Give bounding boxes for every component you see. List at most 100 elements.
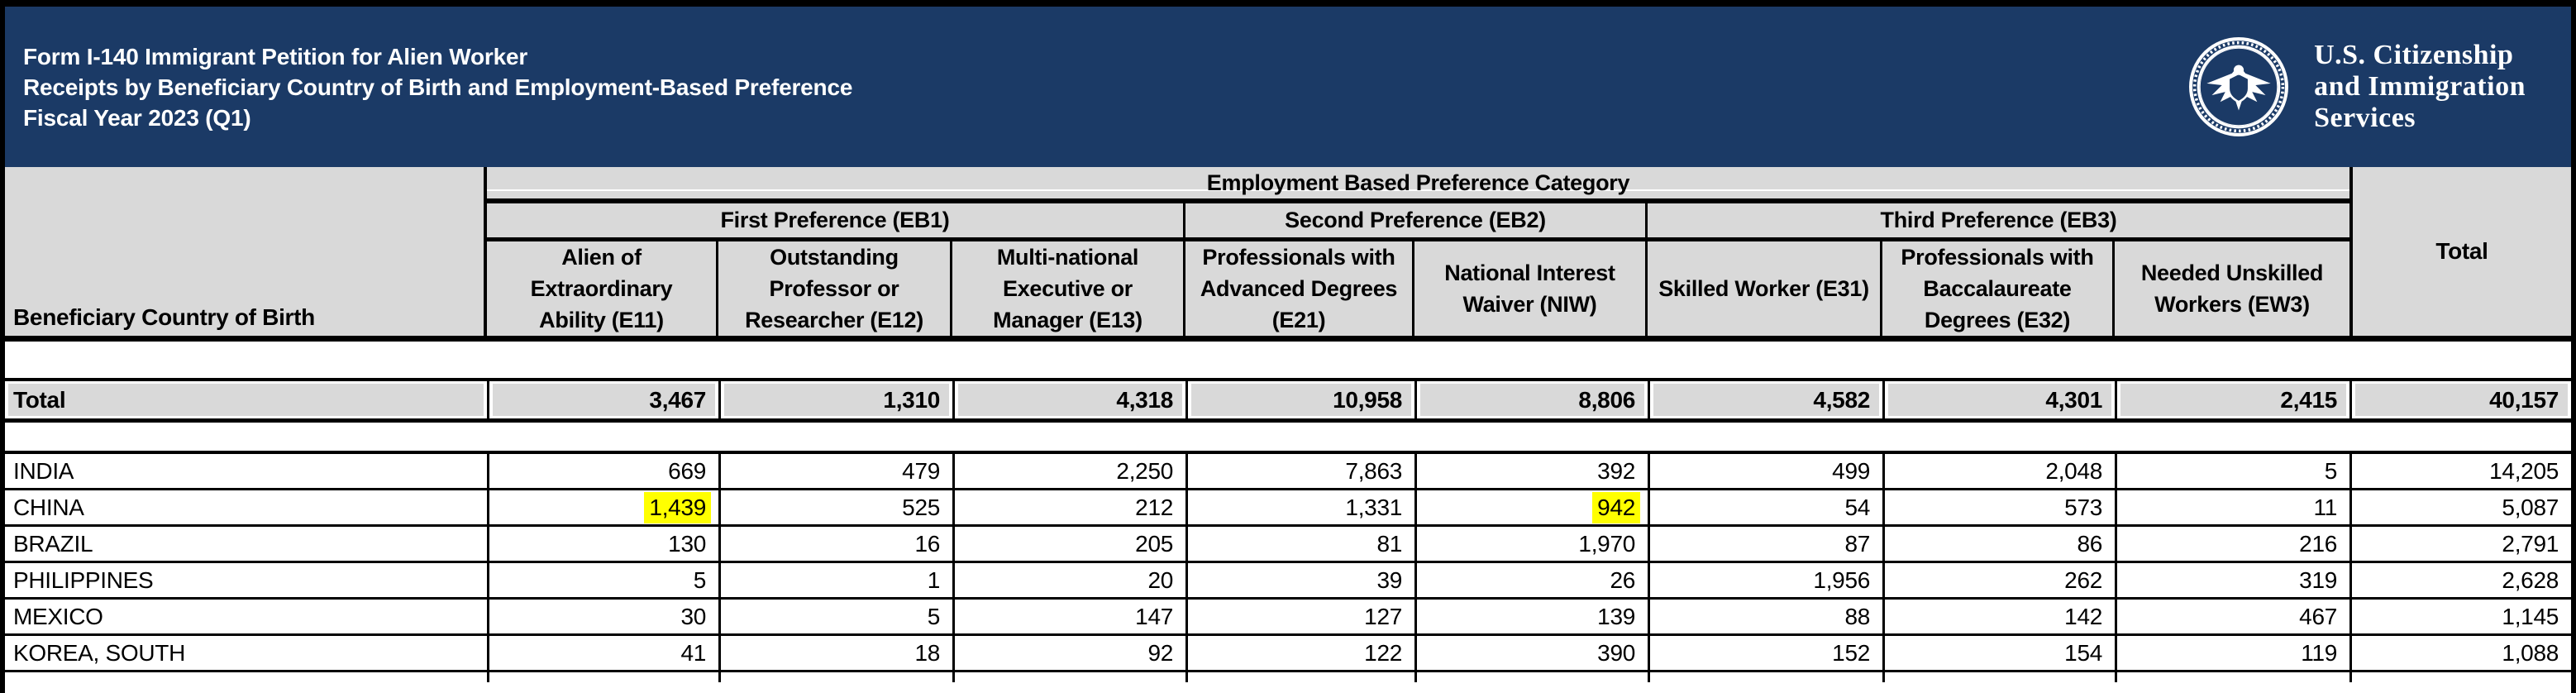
total-grand-total: 40,157 [2349, 381, 2571, 418]
total-e12: 1,310 [718, 381, 952, 418]
table-header: Beneficiary Country of Birth Employment … [5, 167, 2571, 342]
value-cell: 212 [952, 490, 1185, 524]
header-niw: National Interest Waiver (NIW) [1414, 241, 1648, 336]
agency-name: U.S. Citizenship and Immigration Service… [2314, 40, 2526, 134]
value-cell: 88 [1648, 600, 1882, 633]
total-e13: 4,318 [952, 381, 1185, 418]
report-title-line-1: Form I-140 Immigrant Petition for Alien … [23, 43, 528, 69]
country-row-china: CHINA 1,439 525 212 1,331 942 54 573 11 … [5, 490, 2571, 527]
highlighted-value: 1,439 [644, 491, 711, 523]
value-cell: 39 [1185, 563, 1414, 597]
header-ew3: Needed Unskilled Workers (EW3) [2140, 260, 2324, 317]
header-group-eb1: First Preference (EB1) [487, 203, 1185, 241]
total-e32: 4,301 [1882, 381, 2115, 418]
value-cell: 392 [1414, 454, 1648, 488]
seal-text-ring [2192, 41, 2285, 133]
seal-eagle-shield [2227, 72, 2250, 103]
value-cell: 942 [1414, 490, 1648, 524]
row-total-cell: 2,628 [2349, 563, 2571, 597]
value-cell: 16 [718, 527, 952, 561]
report-title-line-2: Receipts by Beneficiary Country of Birth… [23, 74, 853, 100]
seal-eagle-head [2233, 65, 2244, 75]
value-cell: 127 [1185, 600, 1414, 633]
value-cell: 573 [1882, 490, 2115, 524]
dhs-seal-icon [2189, 37, 2289, 136]
value-cell: 2,250 [952, 454, 1185, 488]
value-cell: 18 [718, 636, 952, 670]
value-cell: 262 [1882, 563, 2115, 597]
value-cell: 479 [718, 454, 952, 488]
value-cell: 1,970 [1414, 527, 1648, 561]
total-e31: 4,582 [1648, 381, 1882, 418]
value-cell: 122 [1185, 636, 1414, 670]
value-cell: 119 [2115, 636, 2349, 670]
row-total-cell: 1,145 [2349, 600, 2571, 633]
header-employment-based-preference-category: Employment Based Preference Category [487, 167, 2349, 203]
country-name: PHILIPPINES [13, 566, 154, 593]
value-cell: 5 [487, 563, 718, 597]
row-total-cell: 14,205 [2349, 454, 2571, 488]
country-row-philippines: PHILIPPINES 5 1 20 39 26 1,956 262 319 2… [5, 563, 2571, 600]
header-e31: Skilled Worker (E31) [1648, 241, 1882, 336]
value-cell: 216 [2115, 527, 2349, 561]
value-cell: 7,863 [1185, 454, 1414, 488]
value-cell: 1,439 [487, 490, 718, 524]
country-name: BRAZIL [13, 530, 93, 557]
value-cell: 54 [1648, 490, 1882, 524]
value-cell: 1 [718, 563, 952, 597]
header-e21: Professionals with Advanced Degrees (E21… [1185, 241, 1414, 336]
row-total-cell: 1,088 [2349, 636, 2571, 670]
value-cell: 41 [487, 636, 718, 670]
value-cell: 20 [952, 563, 1185, 597]
value-cell: 81 [1185, 527, 1414, 561]
value-cell: 205 [952, 527, 1185, 561]
header-total-column: Total [2349, 167, 2571, 336]
country-name: MEXICO [13, 603, 103, 629]
country-row-brazil: BRAZIL 130 16 205 81 1,970 87 86 216 2,7… [5, 527, 2571, 563]
header-group-eb2: Second Preference (EB2) [1185, 203, 1648, 241]
row-total-cell: 5,087 [2349, 490, 2571, 524]
header-e11: Alien of Extraordinary Ability (E11) [487, 241, 718, 336]
value-cell: 499 [1648, 454, 1882, 488]
value-cell: 142 [1882, 600, 2115, 633]
value-cell: 319 [2115, 563, 2349, 597]
spacer-row [5, 342, 2571, 378]
row-total-cell: 2,791 [2349, 527, 2571, 561]
value-cell: 11 [2115, 490, 2349, 524]
value-cell: 1,331 [1185, 490, 1414, 524]
value-cell: 2,048 [1882, 454, 2115, 488]
agency-name-line-1: U.S. Citizenship [2314, 40, 2514, 70]
value-cell: 26 [1414, 563, 1648, 597]
agency-logo-group: U.S. Citizenship and Immigration Service… [2188, 36, 2526, 137]
value-cell: 390 [1414, 636, 1648, 670]
value-cell: 30 [487, 600, 718, 633]
blank-row [5, 423, 2571, 454]
country-row-india: INDIA 669 479 2,250 7,863 392 499 2,048 … [5, 454, 2571, 490]
agency-name-line-2: and Immigration [2314, 71, 2526, 102]
highlighted-value: 942 [1592, 491, 1640, 523]
value-cell: 669 [487, 454, 718, 488]
report-title-block: Form I-140 Immigrant Petition for Alien … [5, 41, 852, 133]
total-e11: 3,467 [487, 381, 718, 418]
agency-name-line-3: Services [2314, 103, 2416, 133]
header-e12: Outstanding Professor or Researcher (E12… [718, 241, 952, 336]
value-cell: 139 [1414, 600, 1648, 633]
value-cell: 86 [1882, 527, 2115, 561]
report-title-line-3: Fiscal Year 2023 (Q1) [23, 104, 251, 131]
value-cell: 5 [2115, 454, 2349, 488]
value-cell: 467 [2115, 600, 2349, 633]
header-e32: Professionals with Baccalaureate Degrees… [1882, 241, 2115, 336]
country-name: CHINA [13, 494, 84, 520]
value-cell: 525 [718, 490, 952, 524]
total-row: Total 3,467 1,310 4,318 10,958 8,806 4,5… [5, 378, 2571, 423]
header-beneficiary-country-of-birth: Beneficiary Country of Birth [5, 167, 487, 336]
country-row-korea-south: KOREA, SOUTH 41 18 92 122 390 152 154 11… [5, 636, 2571, 672]
value-cell: 92 [952, 636, 1185, 670]
country-name: INDIA [13, 457, 74, 484]
value-cell: 5 [718, 600, 952, 633]
value-cell: 152 [1648, 636, 1882, 670]
report-banner: Form I-140 Immigrant Petition for Alien … [5, 7, 2571, 167]
partial-row-clipped [5, 672, 2571, 682]
header-group-eb3: Third Preference (EB3) [1648, 203, 2349, 241]
